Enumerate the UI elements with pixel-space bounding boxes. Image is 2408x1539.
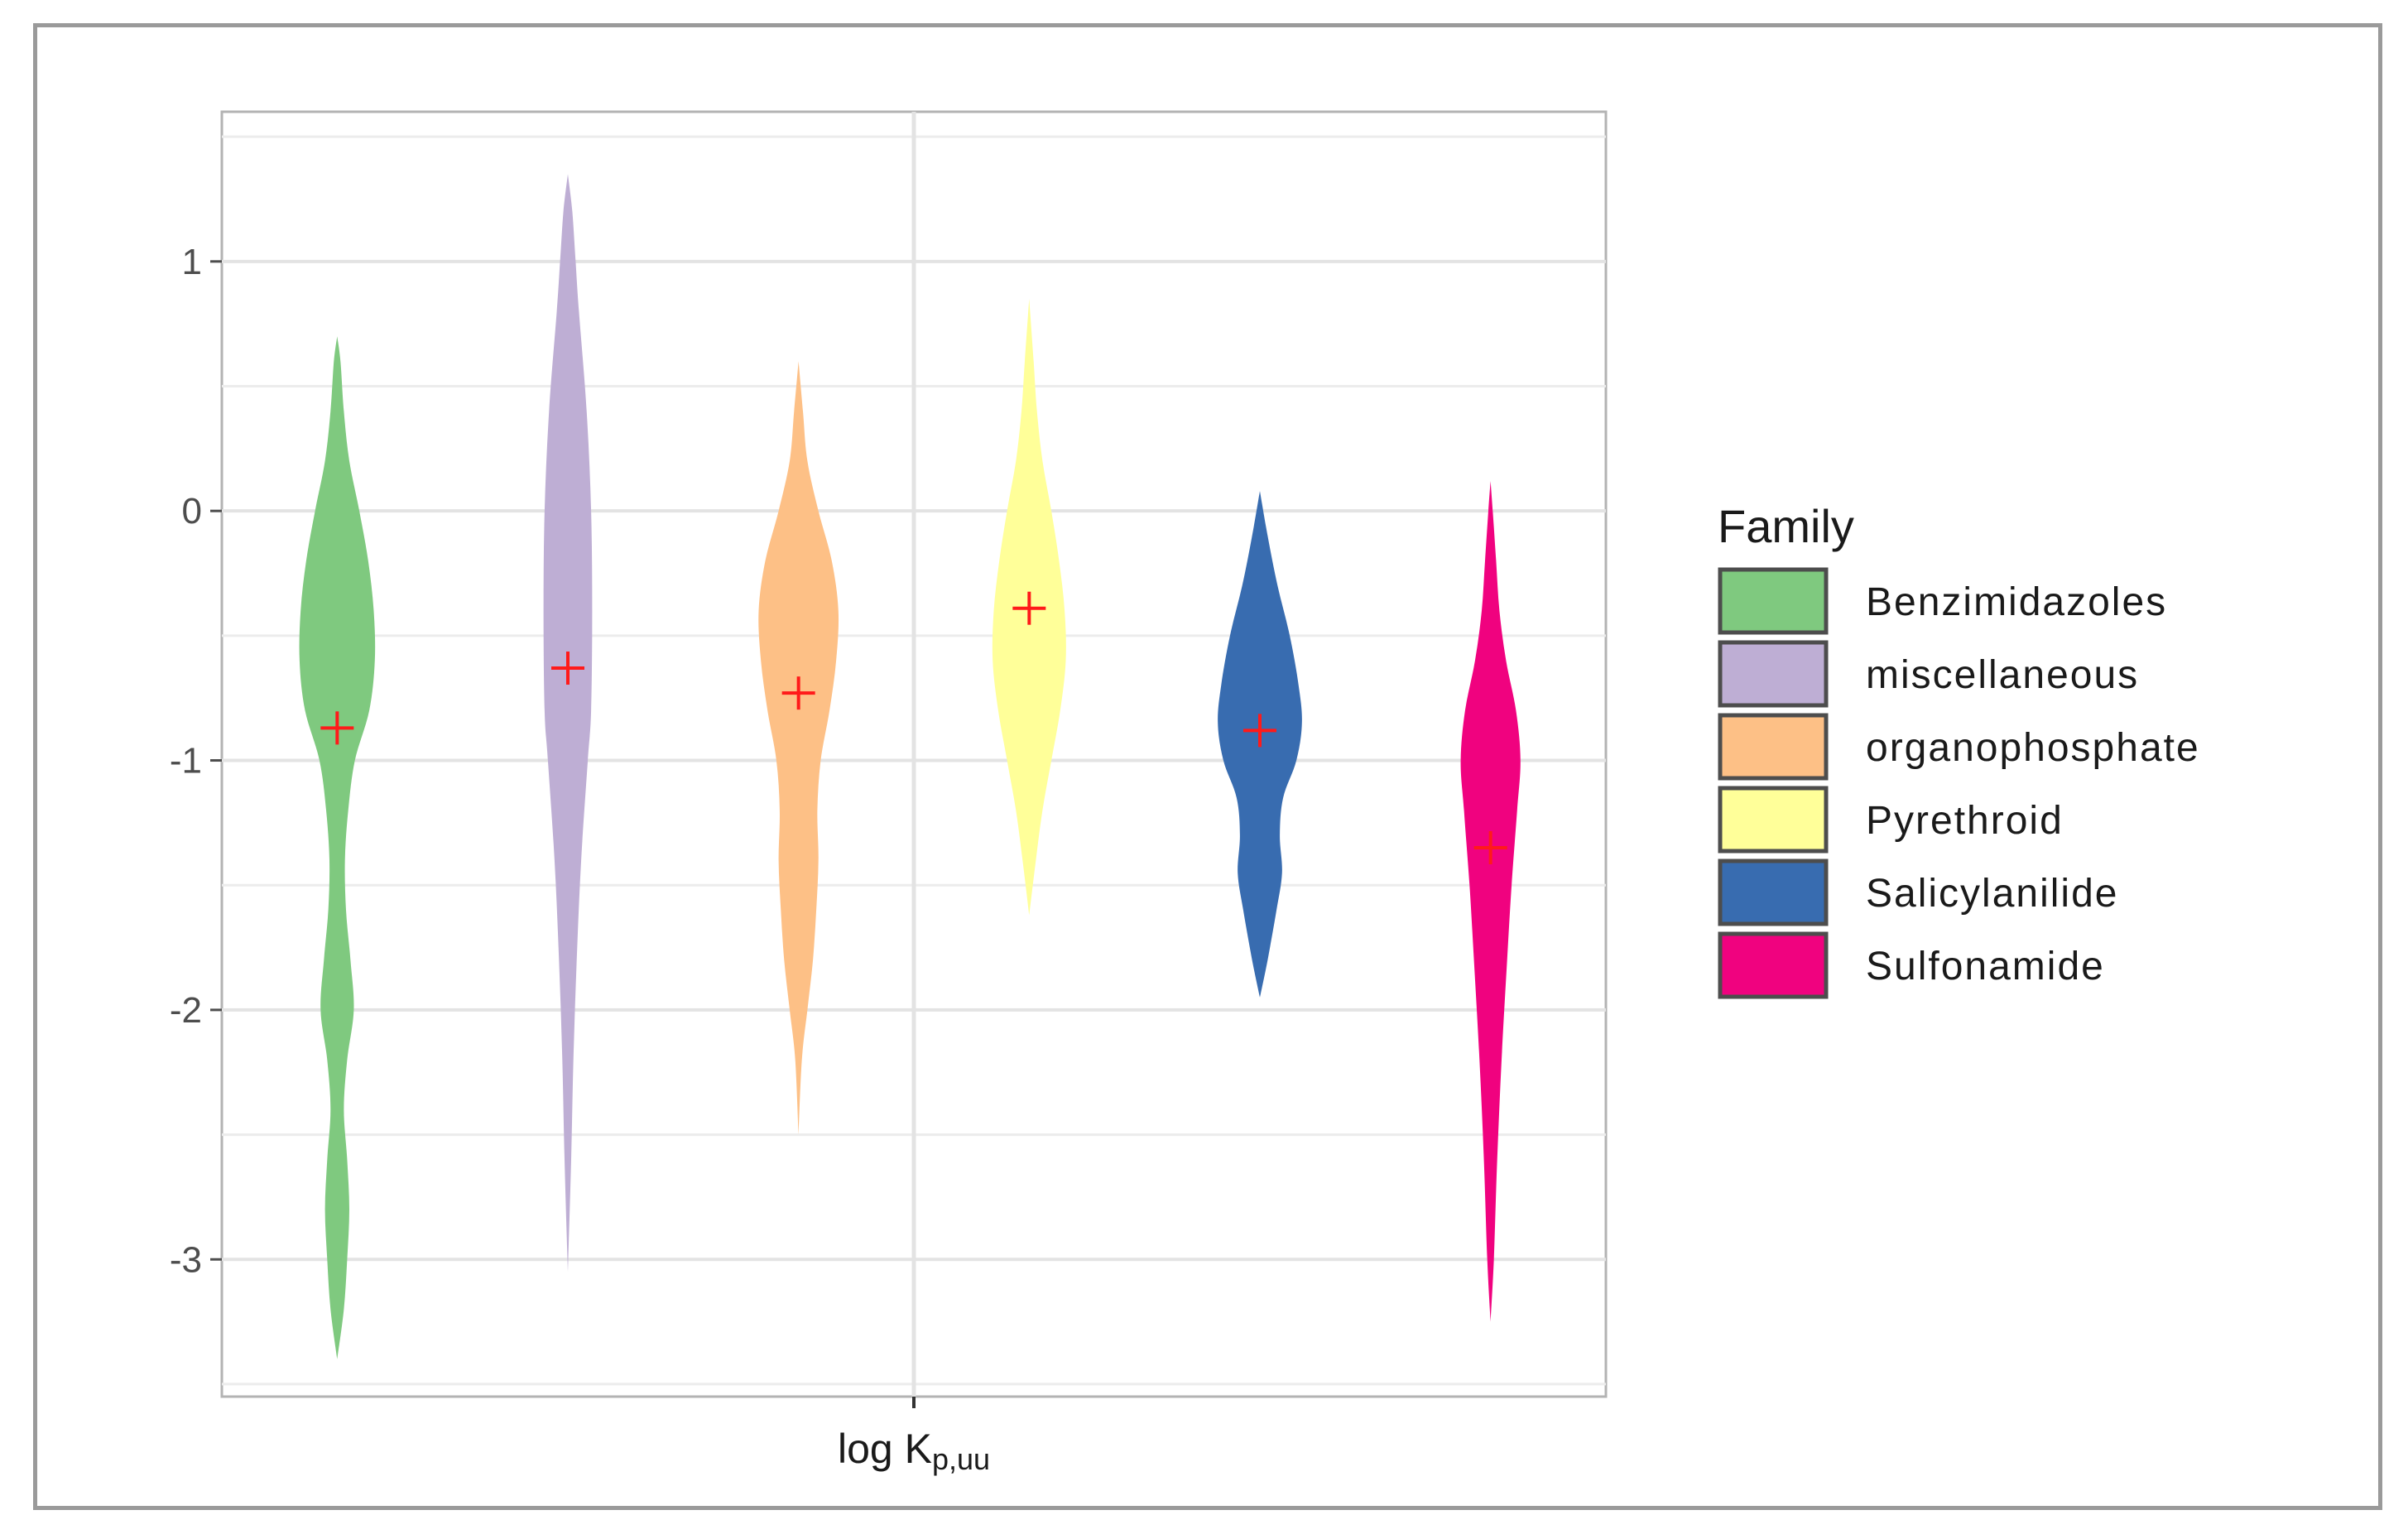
- y-axis: 1 0 -1 -2 -3: [170, 242, 916, 1408]
- mean-marker-sulfonamide: [1473, 831, 1507, 865]
- violin-benzimidazoles: [299, 336, 376, 1359]
- legend-key-organophosphate: [1718, 713, 1829, 781]
- violin-miscellaneous: [543, 174, 593, 1272]
- legend-label-salicylanilide: Salicylanilide: [1866, 872, 2118, 916]
- x-axis-label: log Kp,uu: [838, 1426, 990, 1476]
- mean-marker-salicylanilide: [1243, 714, 1276, 748]
- mean-marker-pyrethroid: [1012, 591, 1046, 625]
- legend-title: Family: [1718, 500, 1854, 552]
- y-tick-label: -3: [170, 1239, 202, 1280]
- legend-key-miscellaneous: [1718, 640, 1829, 708]
- y-tick-label: 0: [182, 491, 202, 531]
- y-tick-label: 1: [182, 242, 202, 282]
- mean-marker-layer: [320, 591, 1507, 865]
- x-axis-label-main: log K: [838, 1426, 932, 1472]
- legend-key-pyrethroid: [1718, 786, 1829, 854]
- y-tick-label: -2: [170, 990, 202, 1031]
- legend-key-benzimidazoles: [1718, 567, 1829, 635]
- legend-label-miscellaneous: miscellaneous: [1866, 653, 2139, 697]
- legend-key-sulfonamide: [1718, 931, 1829, 999]
- violin-organophosphate: [758, 361, 839, 1135]
- plot-panel: [220, 110, 1608, 1398]
- mean-marker-benzimidazoles: [320, 711, 354, 745]
- legend: Family Benzimidazoles miscellaneous organo…: [1718, 500, 2200, 999]
- legend-key-salicylanilide: [1718, 858, 1829, 926]
- legend-label-pyrethroid: Pyrethroid: [1866, 799, 2064, 843]
- legend-label-sulfonamide: Sulfonamide: [1866, 945, 2105, 988]
- mean-marker-miscellaneous: [551, 652, 584, 685]
- legend-label-benzimidazoles: Benzimidazoles: [1866, 580, 2167, 624]
- mean-marker-organophosphate: [781, 676, 815, 710]
- violin-sulfonamide: [1460, 481, 1521, 1322]
- figure-frame: [33, 23, 2382, 1510]
- y-tick-label: -1: [170, 741, 202, 782]
- x-axis-label-subscript: p,uu: [932, 1442, 990, 1476]
- legend-label-organophosphate: organophosphate: [1866, 726, 2200, 770]
